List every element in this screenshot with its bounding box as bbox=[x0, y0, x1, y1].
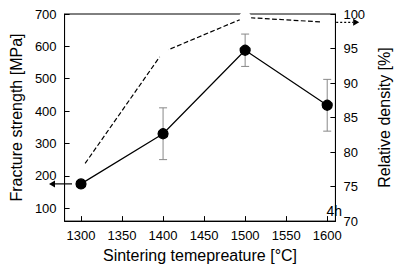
svg-text:500: 500 bbox=[35, 71, 57, 86]
svg-text:100: 100 bbox=[343, 7, 365, 22]
svg-text:700: 700 bbox=[35, 7, 57, 22]
svg-text:70: 70 bbox=[343, 214, 357, 229]
svg-text:Fracture strength [MPa]: Fracture strength [MPa] bbox=[8, 34, 25, 202]
svg-text:Relative density [%]: Relative density [%] bbox=[376, 47, 393, 188]
svg-text:1550: 1550 bbox=[272, 228, 301, 243]
svg-text:90: 90 bbox=[343, 76, 357, 91]
svg-text:4h: 4h bbox=[326, 203, 342, 219]
svg-text:200: 200 bbox=[35, 168, 57, 183]
svg-text:600: 600 bbox=[35, 39, 57, 54]
svg-text:1300: 1300 bbox=[67, 228, 96, 243]
svg-text:100: 100 bbox=[35, 201, 57, 216]
svg-text:1450: 1450 bbox=[190, 228, 219, 243]
svg-text:400: 400 bbox=[35, 104, 57, 119]
svg-text:85: 85 bbox=[343, 110, 357, 125]
svg-text:80: 80 bbox=[343, 145, 357, 160]
svg-text:1350: 1350 bbox=[108, 228, 137, 243]
svg-text:1600: 1600 bbox=[313, 228, 342, 243]
svg-text:300: 300 bbox=[35, 136, 57, 151]
svg-text:1500: 1500 bbox=[231, 228, 260, 243]
svg-text:95: 95 bbox=[343, 41, 357, 56]
svg-text:75: 75 bbox=[343, 179, 357, 194]
svg-text:1400: 1400 bbox=[149, 228, 178, 243]
svg-text:Sintering temepreature [°C]: Sintering temepreature [°C] bbox=[103, 247, 297, 264]
